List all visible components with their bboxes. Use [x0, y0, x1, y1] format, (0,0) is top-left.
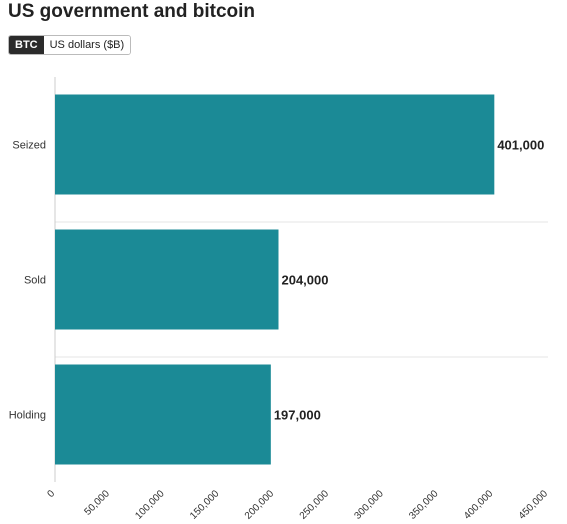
value-label: 401,000 [497, 138, 544, 153]
x-tick-label: 300,000 [352, 488, 386, 522]
category-label: Sold [24, 275, 46, 287]
x-tick-label: 350,000 [407, 488, 441, 522]
x-tick-label: 250,000 [298, 488, 332, 522]
x-tick-label: 100,000 [133, 488, 167, 522]
chart-title: US government and bitcoin [8, 1, 256, 22]
x-tick-label: 0 [45, 488, 57, 500]
category-label: Holding [9, 410, 46, 422]
x-tick-label: 200,000 [243, 488, 277, 522]
toggle-btc-button[interactable]: BTC [9, 36, 44, 54]
value-label: 197,000 [274, 408, 321, 423]
toggle-usd-button[interactable]: US dollars ($B) [43, 36, 131, 54]
x-tick-label: 150,000 [188, 488, 222, 522]
x-tick-label: 450,000 [517, 488, 551, 522]
value-label: 204,000 [281, 273, 328, 288]
unit-toggle: BTC US dollars ($B) [8, 35, 132, 55]
category-label: Seized [12, 140, 46, 152]
bar-sold [55, 229, 279, 330]
bar-seized [55, 94, 495, 195]
x-tick-label: 400,000 [462, 488, 496, 522]
x-tick-label: 50,000 [82, 488, 112, 518]
bar-holding [55, 364, 271, 465]
